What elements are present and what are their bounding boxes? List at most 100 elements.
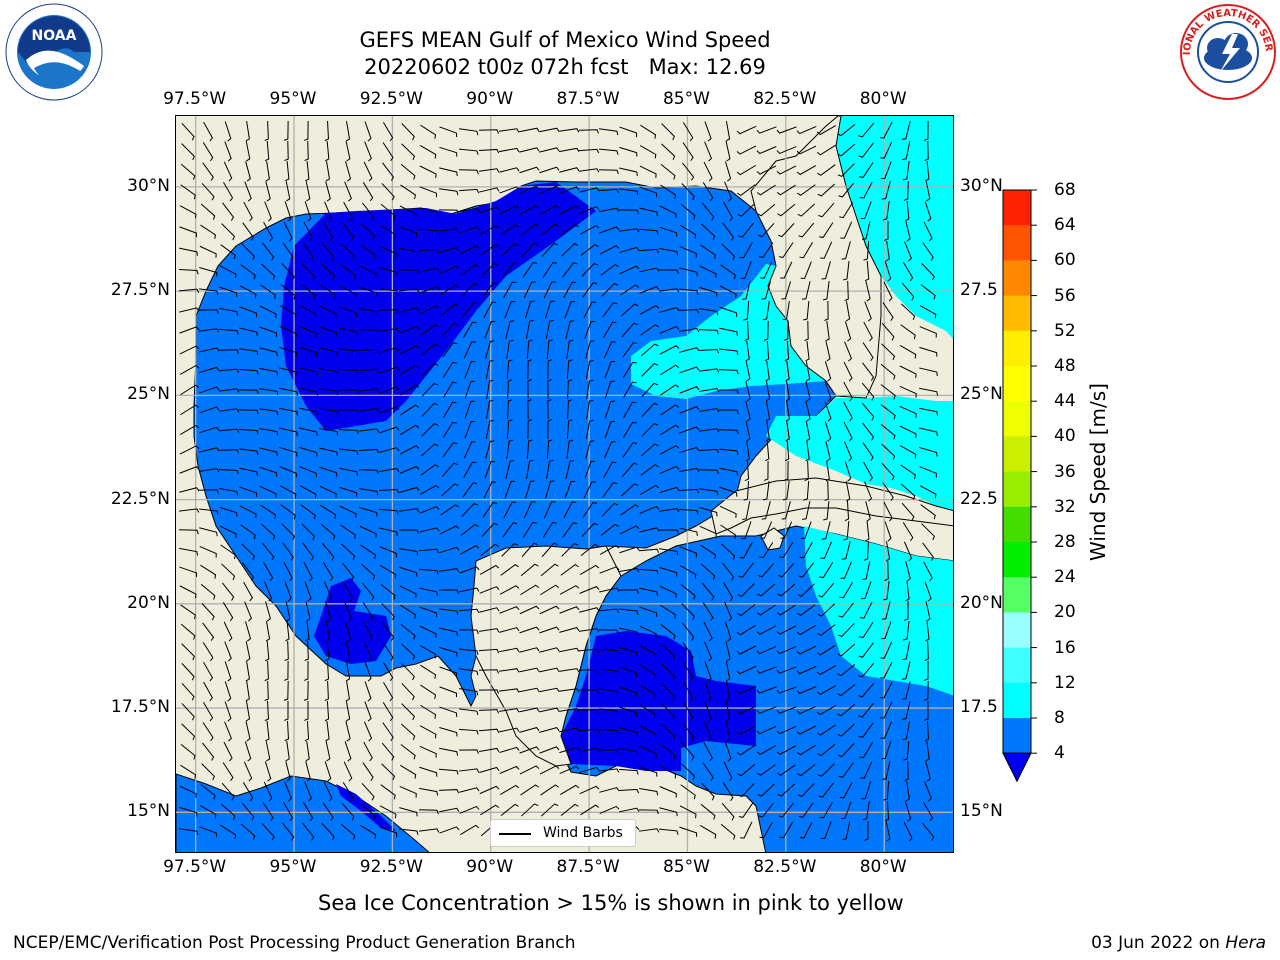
wind-barb: [304, 140, 309, 162]
wind-barb: [884, 521, 892, 542]
wind-barb: [922, 542, 934, 561]
colorbar-segment: [1003, 295, 1031, 332]
wind-barb: [725, 641, 731, 662]
wind-barb: [579, 564, 600, 575]
wind-barb: [840, 801, 852, 820]
wind-barb: [458, 749, 479, 754]
wind-barb: [279, 367, 298, 377]
wind-barb: [639, 505, 660, 514]
wind-barb: [776, 686, 797, 694]
wind-barb: [419, 645, 437, 659]
wind-barb: [179, 326, 200, 334]
wind-barb: [245, 721, 251, 742]
wind-barb: [579, 187, 600, 193]
wind-barb: [883, 780, 890, 801]
wind-barb: [499, 147, 520, 153]
wind-barb: [219, 525, 237, 538]
wind-barb: [881, 322, 895, 341]
wind-barb: [499, 784, 520, 795]
wind-barb: [825, 461, 830, 482]
wind-barb: [507, 379, 513, 400]
wind-barb: [736, 744, 756, 756]
wind-barb: [785, 381, 791, 402]
colorbar-segment: [1003, 471, 1031, 508]
wind-barb: [819, 222, 834, 239]
wind-barb: [462, 302, 478, 318]
wind-barb: [580, 543, 599, 557]
wind-barb: [245, 701, 251, 722]
wind-barb: [745, 361, 751, 382]
wind-barb: [479, 586, 500, 594]
wind-barb: [546, 459, 554, 479]
wind-barb: [723, 761, 733, 782]
wind-barb: [682, 162, 695, 181]
wind-barb: [238, 368, 259, 375]
wind-barb: [506, 419, 513, 440]
wind-barb: [401, 663, 415, 681]
wind-barb: [579, 168, 600, 173]
wind-barb: [562, 262, 578, 278]
wind-barb: [260, 284, 276, 300]
wind-barb: [844, 441, 853, 462]
wind-barb: [838, 182, 855, 198]
wind-barb: [342, 222, 355, 241]
wind-barb: [785, 421, 790, 442]
wind-barb: [399, 548, 419, 556]
wind-barb: [618, 608, 639, 615]
wind-barb: [783, 320, 789, 341]
wind-barb: [319, 466, 338, 477]
wind-barb: [618, 209, 639, 214]
wind-barb: [745, 341, 750, 362]
wind-barb: [924, 201, 932, 222]
wind-barb: [824, 480, 829, 502]
wind-barb: [579, 747, 600, 753]
wind-barb: [362, 762, 374, 782]
wind-barb: [179, 828, 199, 836]
wind-barb: [816, 125, 837, 136]
wind-barb: [399, 345, 420, 355]
wind-barb: [519, 687, 540, 693]
wind-barb: [621, 462, 638, 478]
wind-barb: [679, 527, 698, 536]
wind-barb: [201, 763, 215, 781]
wind-barb: [360, 544, 377, 559]
wind-barb: [922, 242, 934, 261]
wind-barb: [841, 541, 851, 560]
wind-barb: [218, 368, 240, 373]
wind-barb: [864, 481, 873, 502]
wind-barb: [400, 604, 417, 619]
wind-barb: [765, 401, 771, 422]
wind-barb: [899, 425, 917, 438]
wind-barb: [578, 709, 600, 714]
wind-barb: [325, 181, 331, 202]
wind-barb: [880, 721, 892, 739]
wind-barb: [305, 181, 311, 202]
wind-barb: [503, 281, 517, 299]
wind-barb: [181, 703, 195, 721]
wind-barb: [639, 286, 660, 294]
wind-barb: [744, 320, 749, 342]
wind-barb: [661, 703, 675, 721]
wind-barb: [199, 288, 219, 296]
wind-barb: [701, 223, 716, 241]
wind-barb: [681, 183, 695, 201]
wind-barb: [903, 541, 913, 562]
noaa-logo: NOAA: [5, 3, 103, 101]
wind-barb: [778, 223, 795, 238]
colorbar-segment: [1003, 542, 1031, 578]
wind-barb: [283, 801, 294, 822]
wind-barb: [800, 521, 812, 539]
wind-barb: [419, 305, 440, 315]
wind-barb: [265, 161, 270, 182]
wind-barb: [776, 646, 797, 655]
wind-barb: [900, 483, 916, 500]
wind-barb: [780, 261, 793, 279]
wind-barb: [602, 482, 618, 498]
wind-barb: [796, 686, 817, 695]
wind-barb: [778, 802, 795, 818]
wind-barb: [603, 321, 617, 339]
wind-barb: [723, 201, 734, 222]
wind-barb: [659, 786, 677, 798]
wind-barb: [418, 228, 439, 235]
wind-barb: [505, 320, 515, 339]
